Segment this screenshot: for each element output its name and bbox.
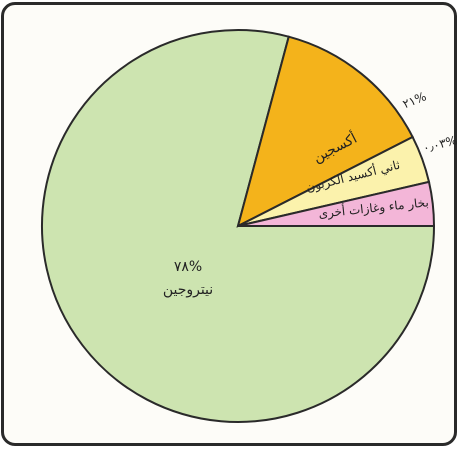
- oxygen-percent-label: %٢١: [401, 89, 429, 111]
- carbon-dioxide-percent-label: %٠٫٠٣: [422, 133, 459, 155]
- slice-oxygen: [236, 35, 414, 228]
- slice-water-vapor-other-gases: [237, 180, 436, 227]
- nitrogen-name-label: نيتروجين: [163, 282, 213, 298]
- nitrogen-percent-label: %٧٨: [174, 259, 202, 275]
